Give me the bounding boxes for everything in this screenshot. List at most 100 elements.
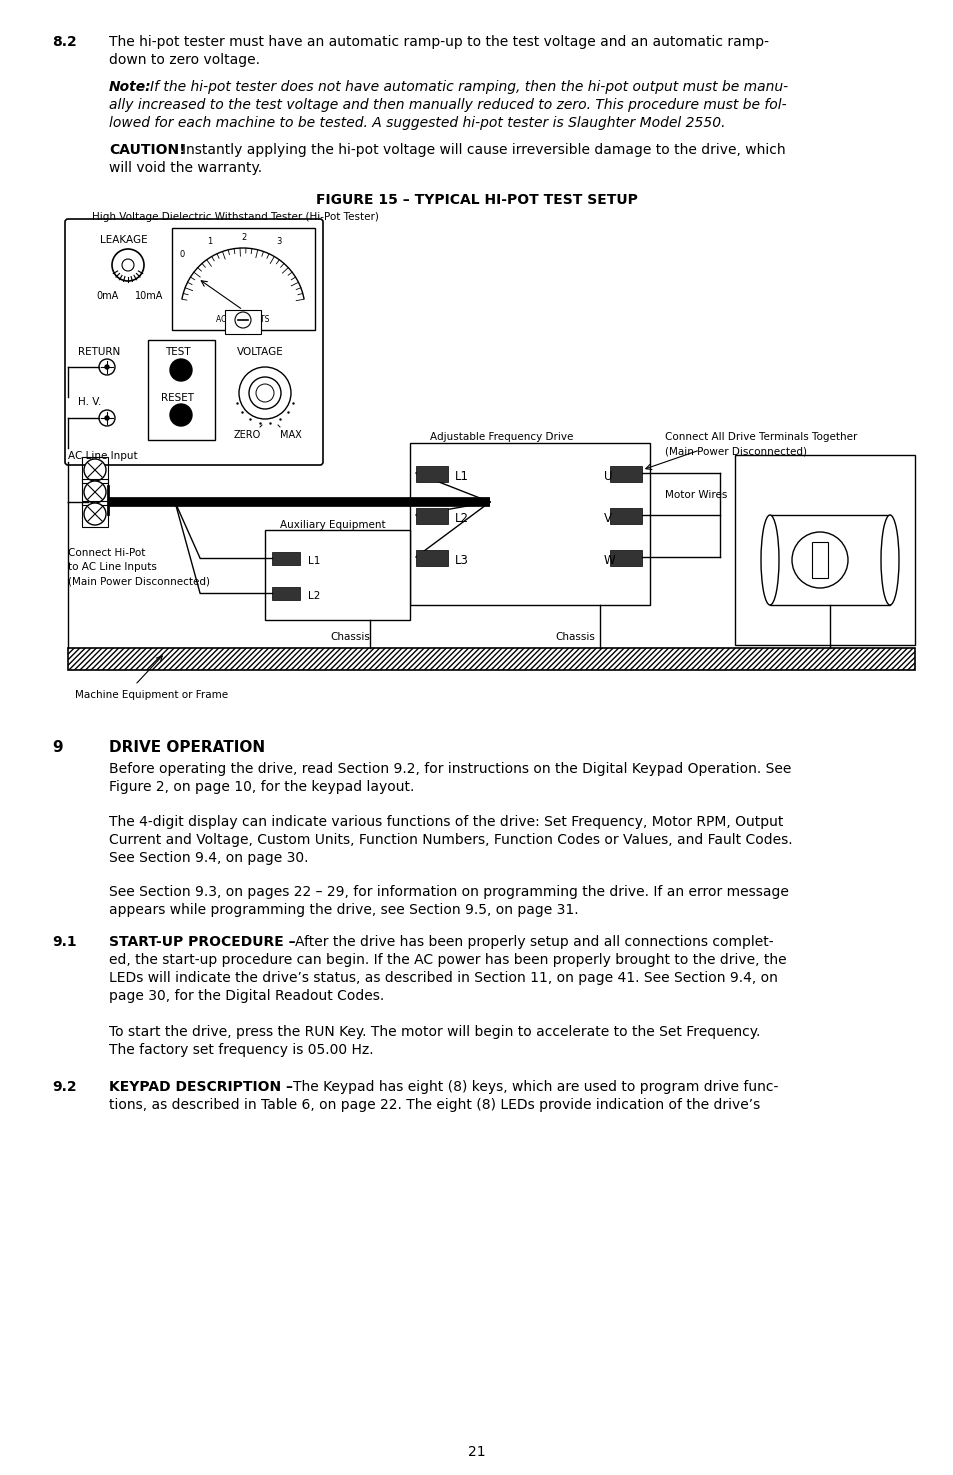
- Bar: [416, 466, 448, 482]
- Bar: [734, 454, 914, 645]
- Text: L1: L1: [455, 471, 469, 482]
- Text: to AC Line Inputs: to AC Line Inputs: [68, 562, 156, 572]
- Text: Connect Hi-Pot: Connect Hi-Pot: [68, 549, 145, 558]
- Text: The hi-pot tester must have an automatic ramp-up to the test voltage and an auto: The hi-pot tester must have an automatic…: [109, 35, 768, 49]
- Bar: [272, 587, 299, 600]
- Text: will void the warranty.: will void the warranty.: [109, 161, 262, 176]
- Text: ally increased to the test voltage and then manually reduced to zero. This proce: ally increased to the test voltage and t…: [109, 97, 786, 112]
- Bar: [416, 550, 448, 566]
- Text: 0: 0: [180, 249, 185, 260]
- Text: W: W: [603, 555, 615, 566]
- Text: Frame: Frame: [857, 532, 889, 543]
- Text: Instantly applying the hi-pot voltage will cause irreversible damage to the driv: Instantly applying the hi-pot voltage wi…: [182, 143, 785, 156]
- Text: Current and Voltage, Custom Units, Function Numbers, Function Codes or Values, a: Current and Voltage, Custom Units, Funct…: [109, 833, 792, 847]
- Bar: [416, 507, 448, 524]
- Text: AC KILOVOLTS: AC KILOVOLTS: [216, 316, 270, 324]
- Circle shape: [249, 378, 281, 409]
- Circle shape: [239, 367, 291, 419]
- Text: Connect All Drive Terminals Together: Connect All Drive Terminals Together: [664, 432, 857, 442]
- Bar: [82, 479, 108, 504]
- Bar: [265, 530, 410, 620]
- Bar: [609, 507, 641, 524]
- Text: The 4-digit display can indicate various functions of the drive: Set Frequency, : The 4-digit display can indicate various…: [109, 816, 782, 829]
- Text: See Section 9.4, on page 30.: See Section 9.4, on page 30.: [109, 851, 308, 864]
- Text: Auxiliary Equipment: Auxiliary Equipment: [280, 521, 385, 530]
- Circle shape: [791, 532, 847, 589]
- Bar: [225, 310, 261, 333]
- Text: H. V.: H. V.: [78, 397, 101, 407]
- Bar: [609, 550, 641, 566]
- Text: To start the drive, press the RUN Key. The motor will begin to accelerate to the: To start the drive, press the RUN Key. T…: [109, 1025, 760, 1038]
- Text: MAX: MAX: [280, 431, 301, 440]
- Text: Before operating the drive, read Section 9.2, for instructions on the Digital Ke: Before operating the drive, read Section…: [109, 763, 791, 776]
- Text: 10mA: 10mA: [135, 291, 163, 301]
- Text: 2: 2: [241, 233, 246, 242]
- Text: L2: L2: [308, 591, 320, 600]
- Bar: [811, 541, 827, 578]
- Text: Figure 2, on page 10, for the keypad layout.: Figure 2, on page 10, for the keypad lay…: [109, 780, 414, 794]
- Text: L3: L3: [455, 555, 468, 566]
- Text: DRIVE OPERATION: DRIVE OPERATION: [109, 740, 265, 755]
- Text: 1: 1: [207, 237, 212, 246]
- Text: 9.2: 9.2: [52, 1080, 76, 1094]
- Circle shape: [170, 358, 192, 381]
- Text: Adjustable Frequency Drive: Adjustable Frequency Drive: [430, 432, 573, 442]
- Text: ed, the start-up procedure can begin. If the AC power has been properly brought : ed, the start-up procedure can begin. If…: [109, 953, 786, 968]
- Text: RETURN: RETURN: [78, 347, 120, 357]
- Text: Chassis: Chassis: [555, 631, 595, 642]
- Text: tions, as described in Table 6, on page 22. The eight (8) LEDs provide indicatio: tions, as described in Table 6, on page …: [109, 1097, 760, 1112]
- Text: LEAKAGE: LEAKAGE: [100, 235, 148, 245]
- Bar: [410, 442, 649, 605]
- Circle shape: [255, 384, 274, 403]
- Circle shape: [99, 358, 115, 375]
- Bar: [68, 648, 914, 670]
- Text: Chassis: Chassis: [330, 631, 370, 642]
- Circle shape: [84, 481, 106, 503]
- Text: AC Line Input: AC Line Input: [68, 451, 137, 462]
- Text: START-UP PROCEDURE –: START-UP PROCEDURE –: [109, 935, 295, 948]
- Bar: [172, 229, 314, 330]
- Circle shape: [122, 260, 133, 271]
- Text: The Keypad has eight (8) keys, which are used to program drive func-: The Keypad has eight (8) keys, which are…: [293, 1080, 778, 1094]
- Text: 21: 21: [468, 1446, 485, 1459]
- Text: FIGURE 15 – TYPICAL HI-POT TEST SETUP: FIGURE 15 – TYPICAL HI-POT TEST SETUP: [315, 193, 638, 206]
- Text: Motor Wires: Motor Wires: [664, 490, 726, 500]
- Text: High Voltage Dielectric Withstand Tester (Hi-Pot Tester): High Voltage Dielectric Withstand Tester…: [91, 212, 378, 223]
- Text: Machine Equipment or Frame: Machine Equipment or Frame: [75, 690, 228, 701]
- Text: 0mA: 0mA: [96, 291, 118, 301]
- Text: L2: L2: [455, 512, 469, 525]
- Text: See Section 9.3, on pages 22 – 29, for information on programming the drive. If : See Section 9.3, on pages 22 – 29, for i…: [109, 885, 788, 898]
- Text: V: V: [603, 512, 612, 525]
- Text: L1: L1: [308, 556, 320, 566]
- Bar: [82, 457, 108, 482]
- Bar: [82, 502, 108, 527]
- Text: RESET: RESET: [161, 392, 193, 403]
- Text: (Main Power Disconnected): (Main Power Disconnected): [68, 577, 210, 586]
- Text: Note:: Note:: [109, 80, 152, 94]
- Text: lowed for each machine to be tested. A suggested hi-pot tester is Slaughter Mode: lowed for each machine to be tested. A s…: [109, 117, 724, 130]
- Text: 9: 9: [52, 740, 63, 755]
- Text: 8.2: 8.2: [52, 35, 76, 49]
- Text: U: U: [603, 471, 612, 482]
- Ellipse shape: [880, 515, 898, 605]
- Text: 3: 3: [275, 237, 281, 246]
- Text: CAUTION!: CAUTION!: [109, 143, 186, 156]
- Bar: [148, 341, 214, 440]
- Text: The factory set frequency is 05.00 Hz.: The factory set frequency is 05.00 Hz.: [109, 1043, 374, 1058]
- Text: VOLTAGE: VOLTAGE: [236, 347, 283, 357]
- Text: KEYPAD DESCRIPTION –: KEYPAD DESCRIPTION –: [109, 1080, 293, 1094]
- Text: ZERO: ZERO: [233, 431, 261, 440]
- Text: page 30, for the Digital Readout Codes.: page 30, for the Digital Readout Codes.: [109, 990, 384, 1003]
- Bar: [769, 515, 889, 605]
- Circle shape: [105, 364, 109, 369]
- Text: 9.1: 9.1: [52, 935, 76, 948]
- Circle shape: [234, 313, 251, 327]
- Bar: [609, 466, 641, 482]
- Ellipse shape: [760, 515, 779, 605]
- Circle shape: [170, 404, 192, 426]
- Text: After the drive has been properly setup and all connections complet-: After the drive has been properly setup …: [294, 935, 773, 948]
- Text: appears while programming the drive, see Section 9.5, on page 31.: appears while programming the drive, see…: [109, 903, 578, 917]
- Circle shape: [84, 459, 106, 481]
- Text: LEDs will indicate the drive’s status, as described in Section 11, on page 41. S: LEDs will indicate the drive’s status, a…: [109, 971, 777, 985]
- FancyBboxPatch shape: [65, 218, 323, 465]
